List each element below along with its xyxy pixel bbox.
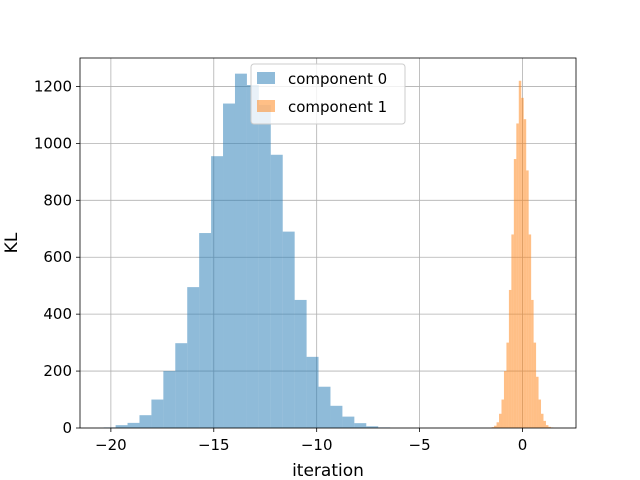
- histogram-bar-component-0: [187, 287, 200, 428]
- histogram-bar-component-1: [491, 427, 495, 428]
- histogram-bar-component-1: [513, 159, 517, 429]
- histogram-bar-component-1: [526, 170, 529, 428]
- histogram-bar-component-1: [494, 425, 497, 428]
- x-tick-label: −20: [95, 436, 127, 454]
- histogram-bar-component-1: [543, 420, 546, 428]
- histogram-bar-component-0: [175, 343, 188, 428]
- legend-label-component-0: component 0: [288, 70, 387, 88]
- y-tick-label: 200: [43, 362, 72, 380]
- x-tick-label: 0: [518, 436, 528, 454]
- histogram-bar-component-0: [270, 154, 283, 428]
- y-tick-label: 0: [62, 419, 72, 437]
- y-axis-label: KL: [2, 232, 22, 253]
- histogram-bar-component-1: [533, 342, 537, 428]
- histogram-bar-component-1: [541, 413, 544, 428]
- x-axis-ticks: −20 −15 −10 −5 0: [95, 428, 527, 454]
- histogram-bar-component-0: [294, 299, 307, 428]
- histogram-bar-component-1: [506, 342, 509, 428]
- histogram-bar-component-0: [127, 422, 140, 428]
- y-axis-ticks: 0 200 400 600 800 1000 1200: [34, 77, 80, 437]
- plot-frame: [79, 57, 577, 429]
- histogram-bar-component-0: [258, 104, 271, 428]
- x-axis-label: iteration: [292, 461, 364, 480]
- histogram-bar-component-1: [508, 289, 512, 428]
- series-component-0: [103, 73, 391, 429]
- histogram-bar-component-1: [545, 425, 549, 428]
- x-tick-label: −15: [198, 436, 230, 454]
- y-tick-label: 1000: [34, 134, 72, 152]
- histogram-bar-component-1: [503, 371, 507, 428]
- y-tick-label: 400: [43, 305, 72, 323]
- histogram-bar-component-1: [496, 422, 500, 428]
- y-tick-label: 1200: [34, 77, 72, 95]
- histogram-bar-component-0: [330, 405, 343, 428]
- histogram-bar-component-0: [223, 103, 235, 429]
- histogram-bar-component-0: [354, 423, 367, 428]
- y-tick-label: 600: [43, 248, 72, 266]
- histogram-bar-component-0: [342, 416, 355, 428]
- series-component-1: [491, 80, 554, 429]
- legend-label-component-1: component 1: [288, 98, 387, 116]
- histogram-bar-component-0: [211, 156, 224, 428]
- histogram-bar-component-0: [318, 386, 331, 428]
- histogram-bar-component-1: [499, 413, 502, 428]
- histogram-bar-component-0: [151, 399, 164, 428]
- legend-swatch-component-0: [257, 72, 275, 84]
- legend-box: [250, 63, 406, 125]
- histogram-bar-component-1: [538, 399, 542, 428]
- histogram-bar-component-1: [523, 119, 527, 428]
- histogram-bar-component-0: [234, 73, 247, 429]
- histogram-bar-component-0: [246, 85, 259, 429]
- histogram-bar-component-0: [306, 356, 319, 428]
- histogram-bar-component-1: [516, 123, 519, 428]
- histogram-bar-component-1: [528, 234, 532, 428]
- x-tick-label: −10: [301, 436, 333, 454]
- histogram-bar-component-0: [282, 231, 295, 428]
- histogram-bar-component-0: [163, 371, 176, 428]
- histogram-bar-component-1: [501, 399, 504, 428]
- y-tick-label: 800: [43, 191, 72, 209]
- histogram-bar-component-0: [139, 415, 152, 428]
- histogram-bar-component-1: [511, 234, 514, 428]
- histogram-bar-component-1: [518, 80, 522, 429]
- histogram-bar-component-1: [548, 426, 551, 428]
- histogram-bar-component-0: [115, 425, 128, 428]
- legend-swatch-component-1: [257, 100, 275, 112]
- histogram-bar-component-1: [521, 97, 524, 428]
- bars: [103, 73, 554, 429]
- histogram-bar-component-1: [536, 376, 539, 428]
- histogram-bar-component-0: [199, 233, 212, 428]
- legend: component 0 component 1: [250, 63, 406, 125]
- histogram-bar-component-0: [366, 426, 379, 428]
- x-tick-label: −5: [409, 436, 431, 454]
- histogram-bar-component-1: [531, 299, 534, 428]
